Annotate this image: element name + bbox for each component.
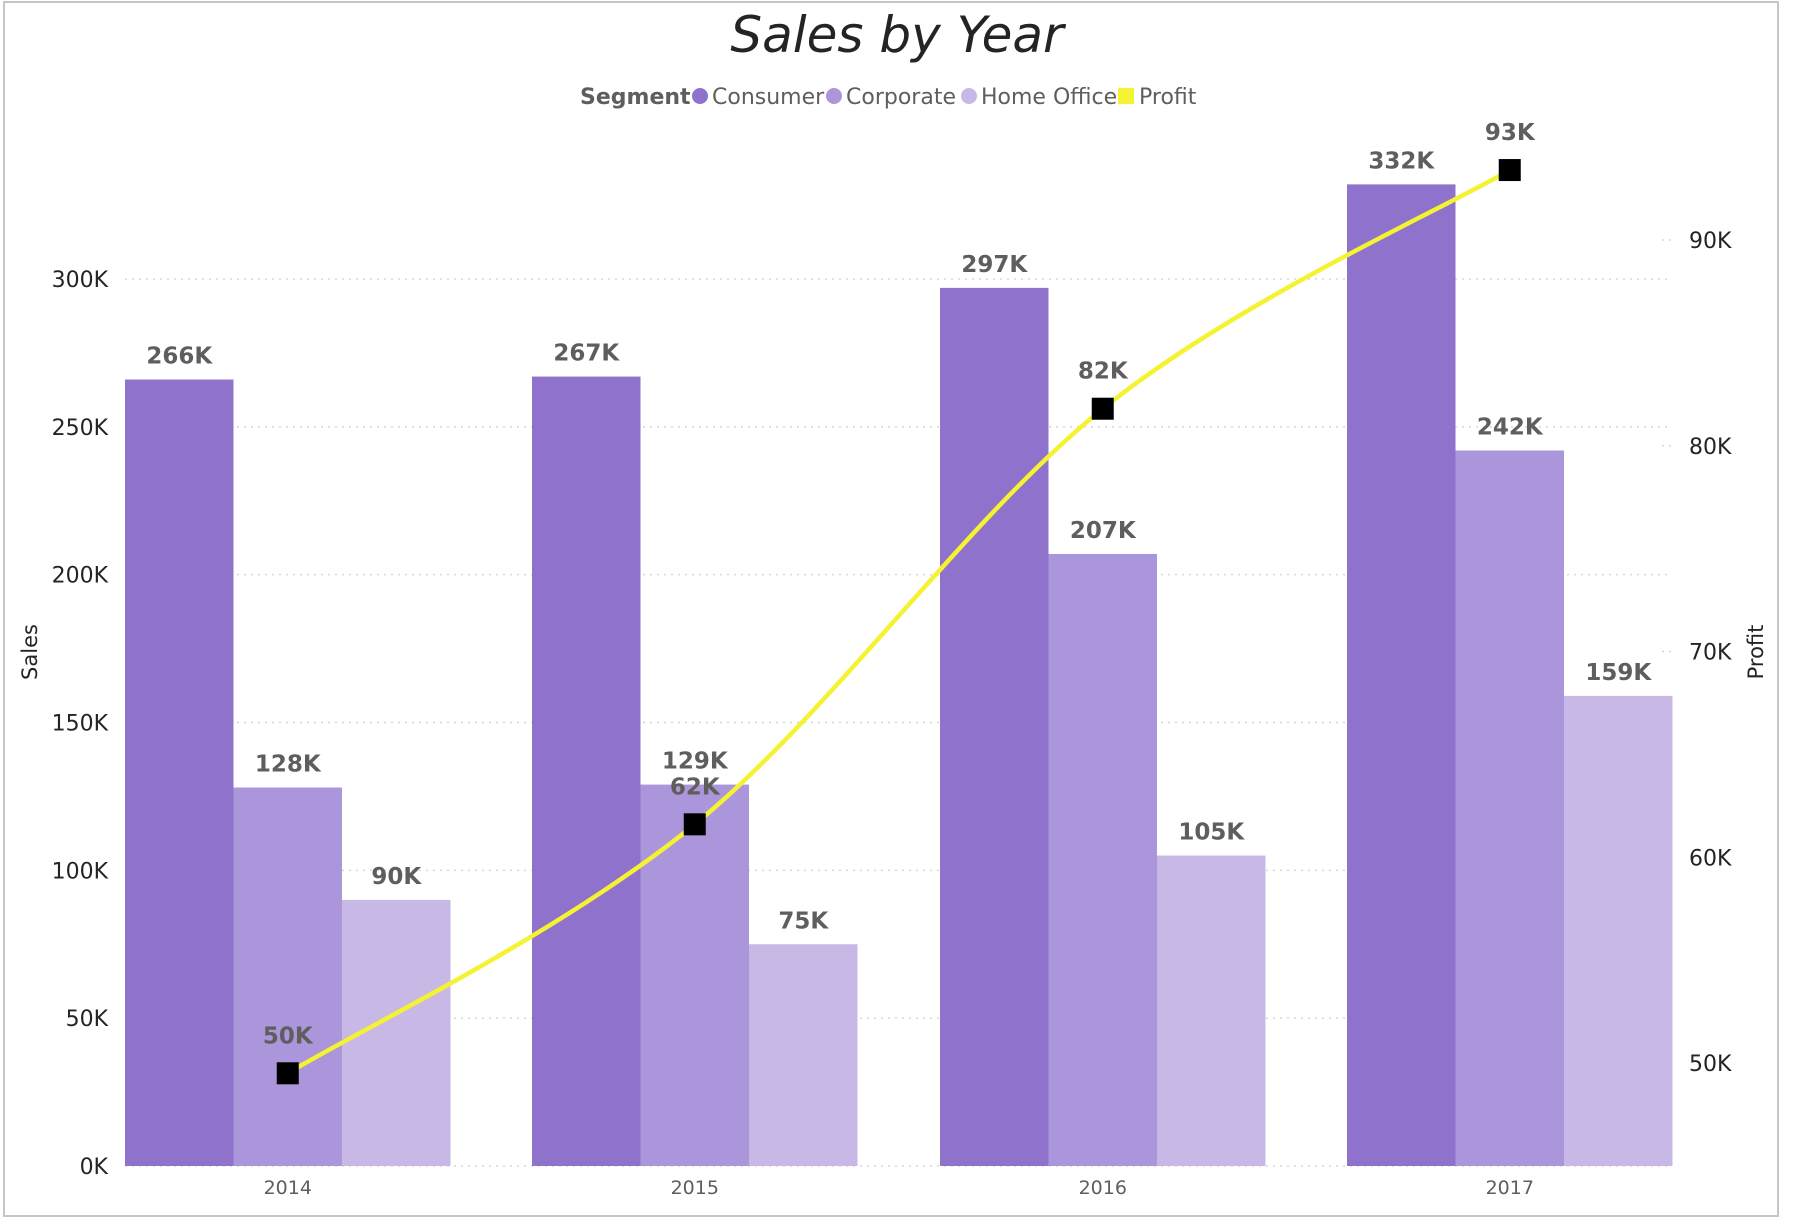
y-tick-label: 300K [52, 268, 109, 293]
bar-home-office-2015 [749, 944, 858, 1166]
y2-tick-label: 60K [1689, 846, 1732, 871]
data-label-consumer-2015: 267K [553, 341, 620, 367]
profit-line [276, 159, 1521, 1085]
y2-axis-title: Profit [1744, 625, 1768, 680]
bar-corporate-2014 [233, 787, 342, 1166]
y2-axis: 50K 60K 70K 80K 90K [1689, 229, 1732, 1077]
bars [125, 184, 1673, 1167]
x-tick-label: 2014 [264, 1177, 312, 1199]
legend-label-home-office: Home Office [981, 85, 1117, 110]
data-label-profit-2017: 93K [1485, 120, 1536, 146]
profit-marker-2016 [1091, 397, 1114, 420]
x-tick-label: 2017 [1486, 1177, 1534, 1199]
y-tick-label: 150K [52, 712, 109, 737]
data-labels: 266K 128K 90K 267K 129K 75K 297K 207K 105K 332K 24… [146, 120, 1652, 1049]
data-label-corporate-2017: 242K [1477, 414, 1544, 440]
y-tick-label: 0K [80, 1155, 109, 1180]
bar-corporate-2015 [640, 784, 749, 1166]
bar-consumer-2016 [940, 287, 1049, 1166]
data-label-profit-2015: 62K [670, 774, 721, 800]
bar-consumer-2015 [532, 376, 641, 1166]
legend-marker-consumer [692, 88, 708, 104]
y2-tick-label: 80K [1689, 435, 1732, 460]
y-axis: 0K 50K 100K 150K 200K 250K 300K [52, 268, 109, 1180]
data-label-home-office-2015: 75K [778, 908, 829, 934]
data-label-consumer-2017: 332K [1368, 148, 1435, 174]
data-label-corporate-2016: 207K [1070, 518, 1137, 544]
legend: Segment Consumer Corporate Home Office P… [580, 85, 1197, 110]
data-label-home-office-2016: 105K [1178, 820, 1245, 846]
y-tick-label: 100K [52, 859, 109, 884]
profit-marker-2017 [1498, 159, 1521, 182]
legend-label-corporate: Corporate [846, 85, 956, 110]
legend-label-profit: Profit [1139, 85, 1197, 110]
x-tick-label: 2016 [1079, 1177, 1127, 1199]
legend-label-consumer: Consumer [712, 85, 825, 110]
data-label-home-office-2017: 159K [1585, 660, 1652, 686]
legend-marker-corporate [826, 88, 842, 104]
bar-home-office-2017 [1564, 695, 1673, 1166]
y-tick-label: 50K [66, 1007, 109, 1032]
chart-title: Sales by Year [730, 6, 1067, 64]
bar-consumer-2014 [125, 379, 234, 1166]
profit-line-path [286, 168, 1511, 1076]
bar-corporate-2016 [1048, 553, 1157, 1166]
x-axis: 2014 2015 2016 2017 [264, 1177, 1534, 1199]
y-axis-title: Sales [18, 624, 42, 680]
data-label-profit-2014: 50K [263, 1023, 314, 1049]
legend-marker-profit [1118, 88, 1134, 104]
data-label-consumer-2014: 266K [146, 344, 213, 370]
y2-tick-label: 50K [1689, 1052, 1732, 1077]
profit-marker-2014 [276, 1062, 299, 1085]
x-tick-label: 2015 [671, 1177, 719, 1199]
bar-consumer-2017 [1347, 184, 1456, 1167]
profit-marker-2015 [683, 813, 706, 836]
y2-tick-label: 70K [1689, 641, 1732, 666]
y2-tick-label: 90K [1689, 229, 1732, 254]
legend-title: Segment [580, 85, 691, 110]
y-tick-label: 200K [52, 564, 109, 589]
bar-corporate-2017 [1455, 450, 1564, 1166]
data-label-consumer-2016: 297K [961, 252, 1028, 278]
data-label-corporate-2014: 128K [255, 752, 322, 778]
legend-marker-home-office [961, 88, 977, 104]
y-tick-label: 250K [52, 416, 109, 441]
data-label-profit-2016: 82K [1078, 359, 1129, 385]
data-label-corporate-2015: 129K [662, 749, 729, 775]
data-label-home-office-2014: 90K [371, 864, 422, 890]
bar-home-office-2016 [1157, 855, 1266, 1166]
